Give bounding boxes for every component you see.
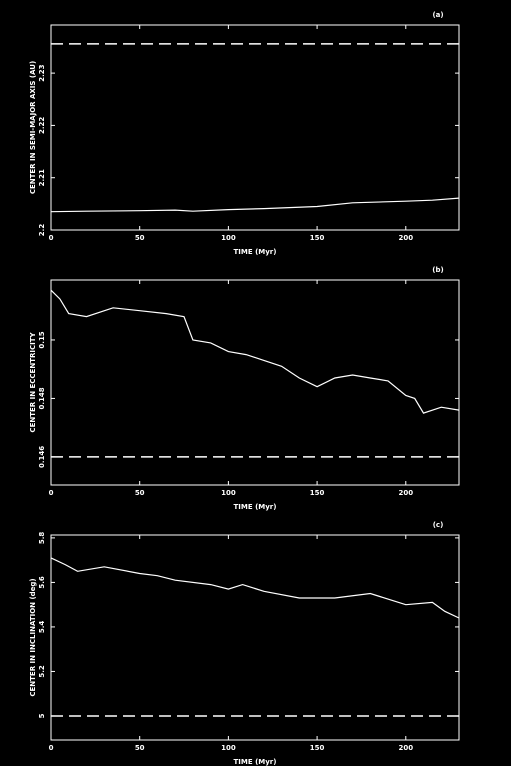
x-axis-title: TIME (Myr) (234, 758, 277, 766)
y-tick-label: 5.2 (38, 665, 46, 678)
panel-label: (a) (432, 11, 443, 19)
y-tick-label: 2.23 (38, 64, 46, 81)
x-tick-label: 100 (221, 234, 236, 242)
x-tick-label: 0 (49, 489, 54, 497)
plot-frame (50, 534, 460, 741)
y-tick-label: 5.4 (38, 621, 46, 634)
x-axis-title: TIME (Myr) (234, 503, 277, 511)
x-tick-label: 200 (398, 744, 413, 752)
x-tick-label: 50 (135, 489, 145, 497)
data-line (50, 289, 460, 414)
x-tick-label: 50 (135, 744, 145, 752)
y-tick-label: 2.21 (38, 169, 46, 186)
x-tick-label: 150 (310, 744, 325, 752)
plot-frame (50, 279, 460, 486)
x-tick-label: 50 (135, 234, 145, 242)
y-tick-label: 2.2 (38, 224, 46, 237)
y-axis-title: CENTER IN ECCENTRICITY (29, 332, 37, 433)
y-tick-label: 0.15 (38, 331, 46, 348)
y-tick-label: 5 (38, 713, 46, 718)
y-tick-label: 0.146 (38, 446, 46, 468)
x-axis-title: TIME (Myr) (234, 248, 277, 256)
x-tick-label: 100 (221, 489, 236, 497)
data-line (50, 197, 460, 213)
x-tick-label: 150 (310, 489, 325, 497)
data-line (50, 557, 460, 619)
y-tick-label: 5.6 (38, 576, 46, 589)
x-tick-label: 100 (221, 744, 236, 752)
plot-frame (50, 24, 460, 231)
x-tick-label: 200 (398, 234, 413, 242)
x-tick-label: 150 (310, 234, 325, 242)
x-tick-label: 200 (398, 489, 413, 497)
x-tick-label: 0 (49, 234, 54, 242)
y-tick-label: 5.8 (38, 532, 46, 545)
y-tick-label: 2.22 (38, 117, 46, 134)
panel-label: (c) (433, 521, 444, 529)
y-axis-title: CENTER IN SEMI-MAJOR AXIS (AU) (29, 61, 37, 194)
panel-label: (b) (432, 266, 443, 274)
y-tick-label: 0.148 (38, 387, 46, 409)
y-axis-title: CENTER IN INCLINATION (deg) (29, 578, 37, 696)
x-tick-label: 0 (49, 744, 54, 752)
